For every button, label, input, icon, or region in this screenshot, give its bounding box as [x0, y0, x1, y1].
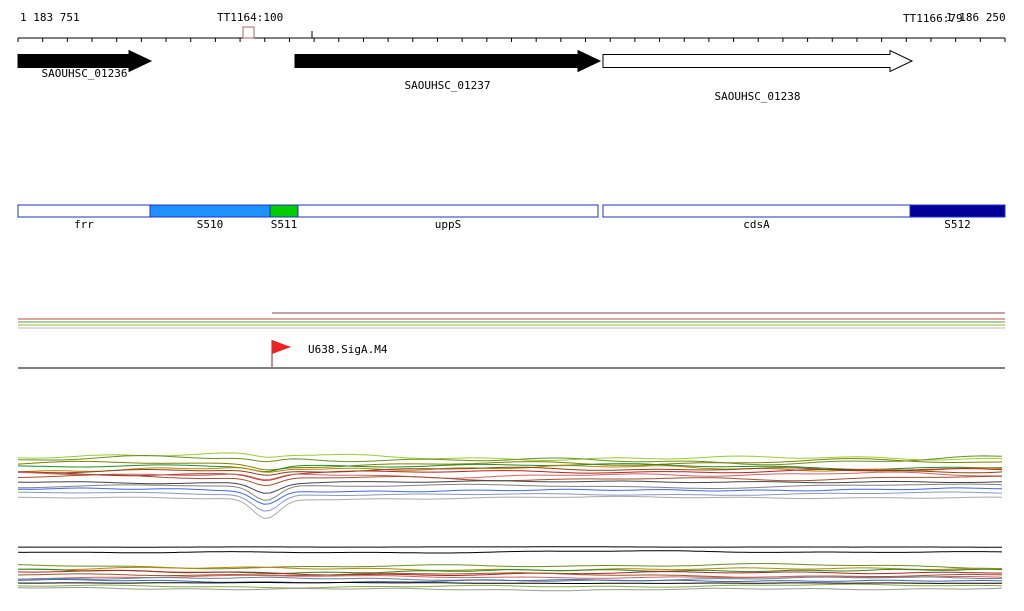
segment-cdsa[interactable]: [602, 204, 911, 218]
gene-label-saouhsc-01237: SAOUHSC_01237: [404, 79, 491, 92]
coverage-top-line: [18, 487, 1003, 505]
gene-arrow-saouhsc_01238[interactable]: [602, 49, 914, 73]
coverage-bottom-line: [17, 587, 1003, 592]
segment-label-s511: S511: [270, 218, 298, 231]
segment-label-frr: frr: [74, 218, 94, 231]
segment-label-upps: uppS: [434, 218, 462, 231]
coverage-top-line: [17, 463, 1002, 473]
segment-upps[interactable]: [297, 204, 599, 218]
coverage-top-line: [17, 480, 1003, 494]
coverage-bottom-line: [17, 550, 1003, 554]
coverage-top-line: [17, 495, 1003, 519]
coverage-top-line: [17, 466, 1003, 476]
segment-frr[interactable]: [17, 204, 151, 218]
marker-flag-icon[interactable]: [272, 340, 291, 354]
coverage-bottom-line: [18, 574, 1003, 580]
ruler-feature-box[interactable]: [242, 26, 255, 39]
coverage-top-line: [18, 483, 1003, 501]
segment-label-s510: S510: [196, 218, 224, 231]
ruler-end-coordinate: 1 186 250: [946, 11, 1006, 24]
segment-label-cdsa: cdsA: [743, 218, 770, 231]
marker-label: U638.SigA.M4: [308, 343, 388, 356]
ruler-label-tt1166: TT1166:79: [903, 12, 963, 25]
gene-label-saouhsc-01236: SAOUHSC_01236: [41, 67, 128, 80]
gene-arrow-saouhsc_01236[interactable]: [17, 49, 153, 73]
coverage-bottom-line: [17, 582, 1003, 584]
coverage-bottom-line: [17, 583, 1003, 589]
gene-label-saouhsc-01238: SAOUHSC_01238: [714, 90, 801, 103]
segment-label-s512: S512: [944, 218, 971, 231]
gene-arrow-saouhsc_01237[interactable]: [294, 49, 602, 73]
coverage-top-line: [17, 452, 1003, 461]
ruler-label-tt1164: TT1164:100: [217, 11, 284, 24]
coverage-bottom-line: [17, 569, 1002, 576]
segment-s511[interactable]: [269, 204, 299, 218]
segment-s510[interactable]: [149, 204, 271, 218]
coverage-top-line: [17, 465, 1003, 473]
coverage-top-line: [17, 458, 1002, 471]
segment-s512[interactable]: [909, 204, 1006, 218]
coverage-bottom-line: [17, 579, 1003, 584]
ruler-start-coordinate: 1 183 751: [20, 11, 80, 24]
coverage-top-line: [18, 454, 1003, 466]
coverage-top-line: [18, 468, 1003, 481]
coverage-top-line: [17, 471, 1003, 481]
coverage-top-line: [18, 491, 1003, 512]
